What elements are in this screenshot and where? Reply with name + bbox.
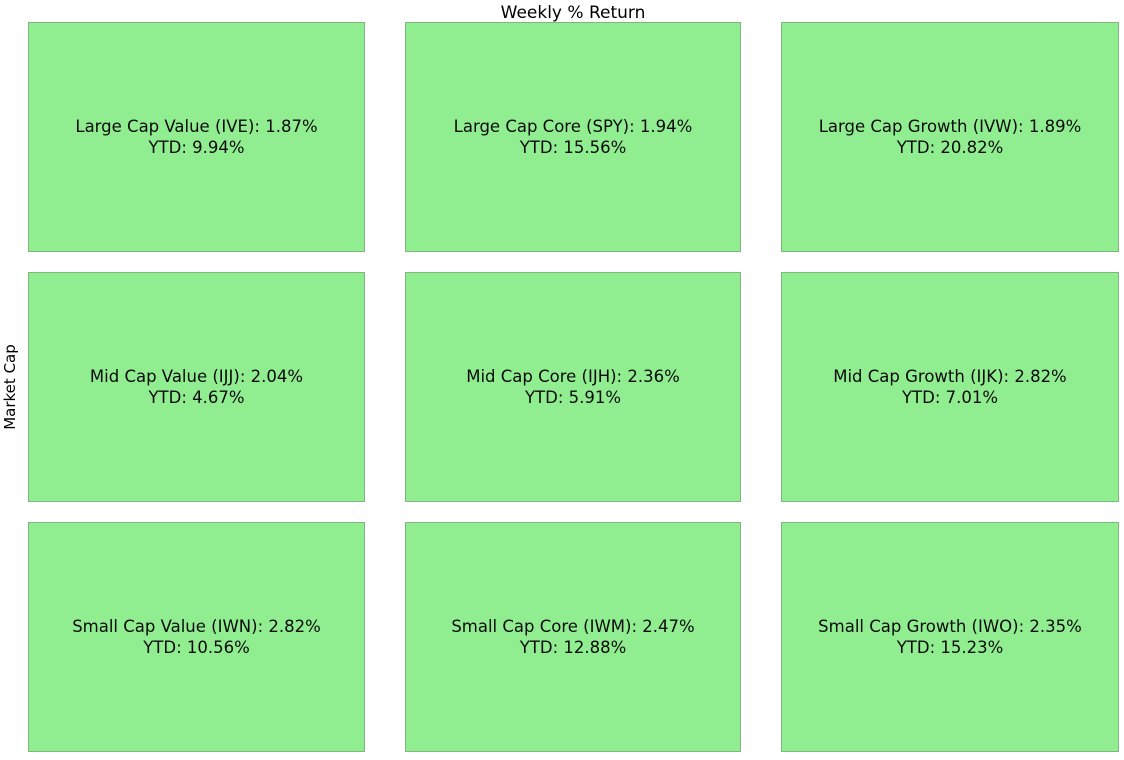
cell-ytd: YTD: 12.88% xyxy=(519,638,627,657)
chart-title: Weekly % Return xyxy=(500,3,646,23)
cell-ytd: YTD: 15.23% xyxy=(896,638,1004,657)
cell-label: Large Cap Value (IVE): 1.87% xyxy=(75,116,318,136)
cell-large-cap-growth: Large Cap Growth (IVW): 1.89% YTD: 20.82… xyxy=(781,22,1119,252)
cell-label: Small Cap Value (IWN): 2.82% xyxy=(72,616,321,636)
cell-label: Large Cap Core (SPY): 1.94% xyxy=(453,116,693,136)
cell-ytd: YTD: 4.67% xyxy=(148,388,245,407)
cell-small-cap-value: Small Cap Value (IWN): 2.82% YTD: 10.56% xyxy=(28,522,365,752)
y-axis-label: Market Cap xyxy=(1,344,19,430)
cell-large-cap-core: Large Cap Core (SPY): 1.94% YTD: 15.56% xyxy=(405,22,741,252)
cell-label: Mid Cap Core (IJH): 2.36% xyxy=(466,366,680,386)
cell-mid-cap-growth: Mid Cap Growth (IJK): 2.82% YTD: 7.01% xyxy=(781,272,1119,502)
cell-label: Mid Cap Value (IJJ): 2.04% xyxy=(89,366,304,386)
cell-large-cap-value: Large Cap Value (IVE): 1.87% YTD: 9.94% xyxy=(28,22,365,252)
cell-label: Small Cap Growth (IWO): 2.35% xyxy=(818,616,1082,636)
cell-ytd: YTD: 10.56% xyxy=(143,638,250,657)
cell-small-cap-growth: Small Cap Growth (IWO): 2.35% YTD: 15.23… xyxy=(781,522,1119,752)
style-box-grid: Large Cap Value (IVE): 1.87% YTD: 9.94% … xyxy=(28,22,1119,752)
cell-mid-cap-value: Mid Cap Value (IJJ): 2.04% YTD: 4.67% xyxy=(28,272,365,502)
cell-small-cap-core: Small Cap Core (IWM): 2.47% YTD: 12.88% xyxy=(405,522,741,752)
cell-ytd: YTD: 20.82% xyxy=(896,138,1004,157)
cell-ytd: YTD: 7.01% xyxy=(901,388,999,407)
cell-mid-cap-core: Mid Cap Core (IJH): 2.36% YTD: 5.91% xyxy=(405,272,741,502)
cell-ytd: YTD: 15.56% xyxy=(519,138,627,157)
cell-label: Mid Cap Growth (IJK): 2.82% xyxy=(833,366,1067,386)
cell-label: Large Cap Growth (IVW): 1.89% xyxy=(818,116,1082,136)
cell-ytd: YTD: 9.94% xyxy=(148,138,245,157)
cell-ytd: YTD: 5.91% xyxy=(524,388,622,407)
cell-label: Small Cap Core (IWM): 2.47% xyxy=(451,616,695,636)
